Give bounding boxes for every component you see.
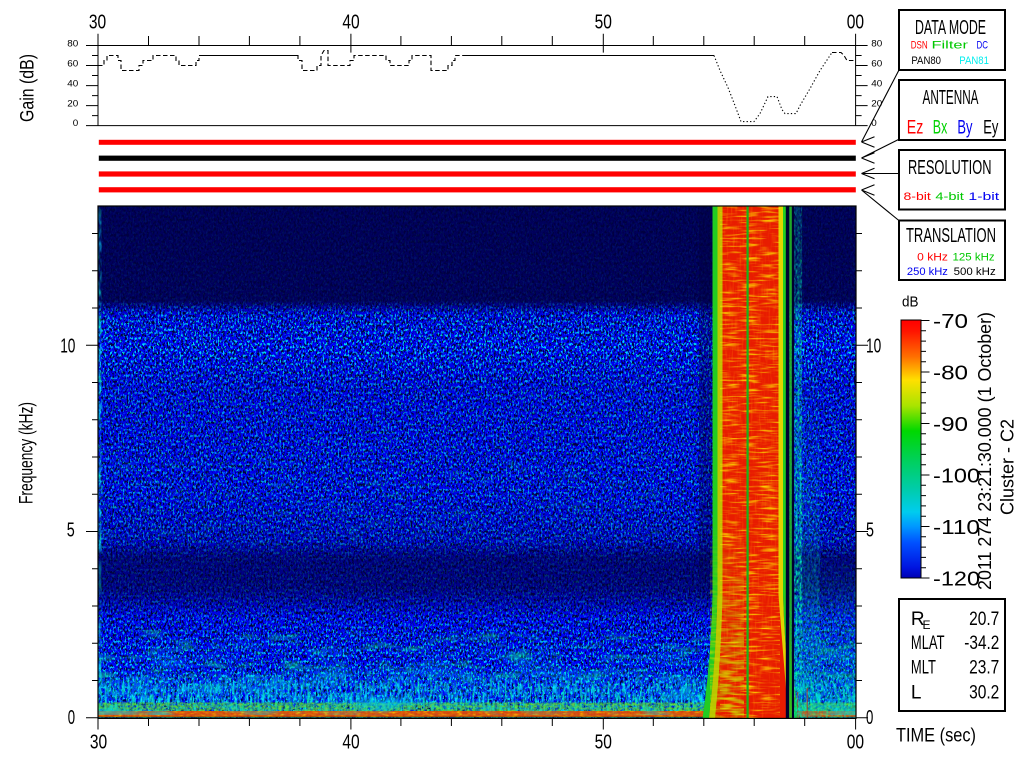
svg-text:dB: dB <box>902 293 919 310</box>
svg-text:80: 80 <box>871 39 882 50</box>
svg-text:10: 10 <box>866 336 881 358</box>
svg-text:125 kHz: 125 kHz <box>953 251 995 263</box>
svg-text:10: 10 <box>60 336 75 358</box>
svg-text:Ez: Ez <box>907 118 924 139</box>
svg-text:Filter: Filter <box>932 40 969 52</box>
svg-text:Bx: Bx <box>933 118 948 139</box>
svg-text:Frequency (kHz): Frequency (kHz) <box>17 402 38 504</box>
svg-text:30: 30 <box>90 732 107 754</box>
svg-text:1-bit: 1-bit <box>968 191 999 203</box>
svg-text:80: 80 <box>67 39 78 50</box>
svg-text:-100: -100 <box>933 466 980 488</box>
svg-text:E: E <box>923 618 931 632</box>
svg-text:-110: -110 <box>933 517 980 539</box>
svg-text:Ey: Ey <box>983 118 998 139</box>
svg-text:2011 274 23:21:30.000 (1 Octob: 2011 274 23:21:30.000 (1 October) <box>975 312 995 590</box>
svg-text:DSN: DSN <box>911 40 928 52</box>
svg-text:-70: -70 <box>933 311 968 333</box>
svg-text:5: 5 <box>866 520 874 542</box>
svg-text:RESOLUTION: RESOLUTION <box>908 157 992 179</box>
svg-text:Cluster - C2: Cluster - C2 <box>998 419 1018 515</box>
svg-text:0: 0 <box>866 707 873 729</box>
svg-text:00: 00 <box>847 732 864 754</box>
svg-text:00: 00 <box>847 11 864 33</box>
svg-text:50: 50 <box>595 11 612 33</box>
svg-text:50: 50 <box>595 732 612 754</box>
svg-text:PAN81: PAN81 <box>959 55 989 67</box>
svg-text:0: 0 <box>68 707 75 729</box>
svg-text:23.7: 23.7 <box>969 658 999 679</box>
svg-text:4-bit: 4-bit <box>935 191 964 203</box>
svg-text:0: 0 <box>73 118 79 129</box>
svg-text:0 kHz: 0 kHz <box>917 251 948 263</box>
svg-text:Gain (dB): Gain (dB) <box>18 54 39 122</box>
svg-text:DATA MODE: DATA MODE <box>915 17 986 39</box>
svg-text:-34.2: -34.2 <box>964 633 999 654</box>
svg-text:DC: DC <box>977 40 989 52</box>
svg-text:30: 30 <box>89 11 106 33</box>
svg-text:-120: -120 <box>933 569 980 591</box>
svg-text:R: R <box>911 609 925 630</box>
svg-text:ANTENNA: ANTENNA <box>923 87 979 109</box>
svg-text:8-bit: 8-bit <box>904 191 931 203</box>
svg-text:60: 60 <box>67 59 78 70</box>
svg-text:-80: -80 <box>933 363 968 385</box>
svg-text:TIME (sec): TIME (sec) <box>896 726 976 747</box>
svg-text:PAN80: PAN80 <box>911 55 941 67</box>
svg-text:40: 40 <box>342 732 359 754</box>
svg-text:TRANSLATION: TRANSLATION <box>906 225 996 247</box>
svg-text:30.2: 30.2 <box>969 683 999 704</box>
svg-text:20: 20 <box>67 99 78 110</box>
svg-text:MLT: MLT <box>911 658 936 679</box>
svg-text:40: 40 <box>342 11 359 33</box>
svg-text:40: 40 <box>67 79 78 90</box>
svg-text:60: 60 <box>871 59 882 70</box>
svg-text:20.7: 20.7 <box>969 609 999 630</box>
svg-text:20: 20 <box>871 99 882 110</box>
svg-text:0: 0 <box>871 118 877 129</box>
svg-text:250 kHz: 250 kHz <box>907 266 948 278</box>
svg-text:40: 40 <box>871 79 882 90</box>
svg-text:MLAT: MLAT <box>911 633 945 654</box>
svg-text:500 kHz: 500 kHz <box>954 266 996 278</box>
svg-text:By: By <box>957 118 972 139</box>
svg-text:L: L <box>911 683 922 704</box>
svg-text:-90: -90 <box>933 414 968 436</box>
svg-text:5: 5 <box>67 520 75 542</box>
